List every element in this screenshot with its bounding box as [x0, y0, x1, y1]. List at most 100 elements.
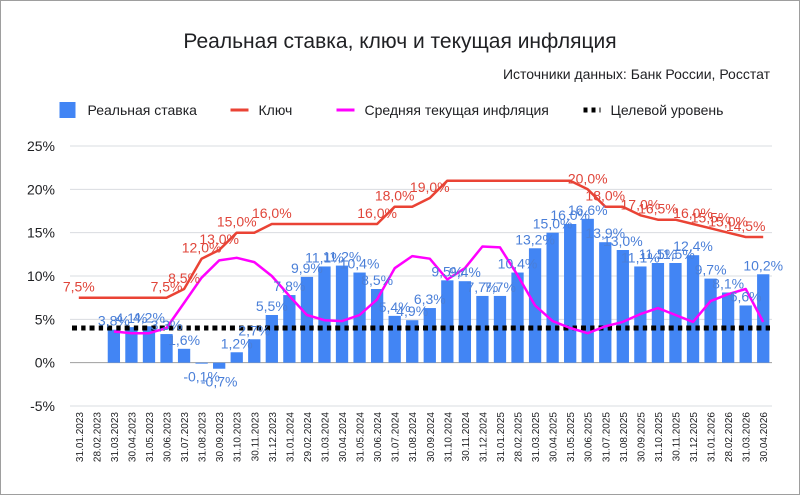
key-rate-line [78, 179, 764, 299]
bar-data-label: 4,2% [133, 309, 165, 325]
bar [177, 348, 191, 363]
bar [458, 281, 472, 363]
bar [335, 265, 349, 363]
bar [300, 276, 314, 363]
x-tick-label: 31.08.2024 [408, 412, 419, 462]
bar-data-label: -0,7% [201, 374, 238, 390]
bar-data-label: 5,4% [379, 299, 411, 315]
x-tick-label: 31.12.2025 [689, 412, 700, 462]
x-tick-label: 31.12.2023 [268, 412, 279, 462]
bar [493, 295, 507, 363]
bar-data-label: 16,6% [568, 202, 608, 218]
key-rate-data-label: 15,0% [217, 214, 257, 230]
bar [616, 250, 629, 363]
x-tick-label: 30.04.2026 [759, 412, 770, 462]
x-tick-label: 31.01.2023 [75, 412, 86, 462]
x-tick-label: 31.07.2024 [391, 412, 402, 462]
x-tick-label: 31.08.2023 [198, 412, 209, 462]
key-rate-data-label: 19,0% [410, 179, 450, 195]
x-tick-label: 30.04.2025 [549, 412, 560, 462]
key-rate-data-label: 16,5% [638, 201, 678, 217]
x-tick-label: 29.02.2024 [303, 412, 314, 462]
y-tick-label: 25% [27, 138, 55, 154]
key-rate-data-label: 14,5% [726, 218, 766, 234]
data-labels: 3,8%4,1%4,2%3,3%1,6% -0,1%-0,7% 1,2%2,7% 5,… [63, 170, 783, 389]
x-tick-label: 31.03.2023 [110, 412, 121, 462]
bar [564, 224, 577, 363]
bar-data-label: 7,7% [466, 279, 498, 295]
bar-data-label: 1,2% [221, 335, 253, 351]
key-rate-data-label: 7,5% [63, 279, 95, 295]
y-tick-label: 5% [35, 311, 55, 327]
bar-data-label: 13,0% [603, 233, 643, 249]
x-tick-label: 30.09.2024 [426, 412, 437, 462]
x-axis: 31.01.2023 28.02.2023 31.03.2023 30.04.2023… [75, 412, 770, 462]
bar-data-label: 11,2% [323, 249, 362, 265]
bar [669, 263, 682, 363]
bar [739, 305, 752, 363]
x-tick-label: 28.02.2026 [724, 412, 735, 462]
x-tick-label: 31.12.2024 [478, 412, 489, 462]
bar-data-label: 8,1% [712, 275, 744, 291]
bar [213, 362, 226, 369]
bar-data-label: 11,5% [656, 246, 695, 262]
bar-data-label: 1,6% [168, 332, 200, 348]
key-rate-data-label: 8,5% [168, 270, 200, 286]
x-tick-label: 31.07.2023 [180, 412, 191, 462]
bar-data-label: 9,9% [291, 260, 323, 276]
bar-data-label: 7,8% [273, 278, 305, 294]
x-tick-label: 31.10.2024 [443, 412, 454, 462]
key-rate-data-label: 18,0% [375, 188, 415, 204]
key-rate-data-label: 16,0% [252, 205, 292, 221]
bar [651, 263, 665, 363]
bar [370, 289, 384, 363]
bar-data-label: 16,0% [550, 207, 590, 223]
x-tick-label: 31.10.2023 [233, 412, 244, 462]
key-rate-data-label: 7,5% [151, 279, 183, 295]
x-tick-label: 28.02.2023 [92, 412, 103, 462]
x-tick-label: 31.03.2024 [320, 412, 331, 462]
chart-subtitle: Источники данных: Банк России, Росстат [503, 66, 771, 82]
bar [125, 327, 138, 363]
y-tick-label: 15% [27, 225, 55, 241]
bar [142, 326, 156, 363]
inflation-line [113, 245, 765, 335]
x-tick-label: 30.06.2023 [163, 412, 174, 462]
x-tick-label: 30.09.2023 [215, 412, 226, 462]
key-rate-data-label: 20,0% [568, 170, 608, 186]
bar-data-label: 12,4% [673, 238, 713, 254]
y-tick-label: 20% [27, 181, 55, 197]
legend-label: Средняя текущая инфляция [365, 102, 549, 118]
bar-data-label: 3,8% [98, 313, 130, 329]
x-tick-label: 30.09.2025 [636, 412, 647, 462]
bar [195, 362, 208, 364]
y-tick-label: 0% [35, 355, 55, 371]
legend-label: Реальная ставка [88, 102, 198, 118]
bar-data-label: 13,9% [585, 225, 625, 241]
bar [721, 292, 735, 363]
legend-swatch-real-rate [59, 102, 76, 118]
bar-data-label: 10,4% [340, 256, 380, 272]
bar-data-label: 7,7% [484, 279, 516, 295]
x-tick-label: 31.03.2026 [742, 412, 753, 462]
bar [230, 352, 243, 363]
bar-data-label: 2,7% [238, 322, 270, 338]
key-rate-data-label: 18,0% [585, 188, 625, 204]
x-tick-label: 31.01.2025 [496, 412, 507, 462]
bar [318, 266, 331, 363]
bar-data-label: 10,2% [743, 257, 783, 273]
bar-data-label: 15,0% [533, 216, 573, 232]
bar-data-label: -0,1% [183, 369, 220, 385]
x-tick-label: 31.05.2025 [566, 412, 577, 462]
y-tick-label: -5% [30, 398, 55, 414]
bar-data-label: 9,5% [431, 263, 463, 279]
bar-data-label: 4,9% [396, 303, 428, 319]
bar [388, 315, 401, 363]
bar-data-label: 11,1% [621, 249, 660, 265]
x-tick-label: 28.02.2025 [514, 412, 525, 462]
x-tick-label: 30.06.2025 [584, 412, 595, 462]
x-tick-label: 30.04.2024 [338, 412, 349, 462]
chart-title: Реальная ставка, ключ и текущая инфляция [183, 30, 616, 53]
